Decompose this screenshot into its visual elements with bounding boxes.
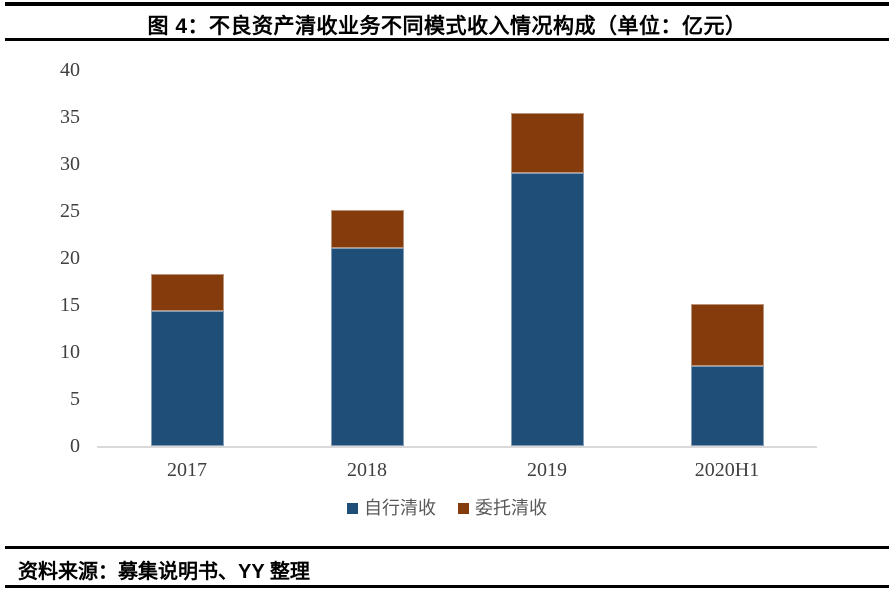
legend-label: 自行清收 bbox=[364, 498, 436, 518]
y-tick-label: 10 bbox=[60, 341, 80, 363]
chart-legend: 自行清收 委托清收 bbox=[0, 499, 894, 517]
x-tick-label: 2019 bbox=[527, 459, 567, 481]
bar-segment-委托清收 bbox=[510, 113, 584, 174]
y-tick-label: 25 bbox=[60, 200, 80, 222]
bar-segment-自行清收 bbox=[510, 173, 584, 446]
bar-segment-委托清收 bbox=[690, 304, 764, 367]
y-tick-label: 15 bbox=[60, 294, 80, 316]
legend-item-委托清收: 委托清收 bbox=[458, 499, 547, 517]
legend-label: 委托清收 bbox=[475, 498, 547, 518]
y-tick-label: 5 bbox=[70, 388, 80, 410]
bar-stack-2018 bbox=[330, 0, 404, 446]
x-tick-label: 2017 bbox=[167, 459, 207, 481]
bar-segment-自行清收 bbox=[690, 366, 764, 446]
y-tick-label: 35 bbox=[60, 106, 80, 128]
y-tick-label: 30 bbox=[60, 153, 80, 175]
bar-segment-自行清收 bbox=[150, 310, 224, 446]
y-tick-label: 0 bbox=[70, 435, 80, 457]
bar-segment-委托清收 bbox=[330, 210, 404, 248]
x-axis-line bbox=[97, 446, 817, 448]
legend-swatch-icon bbox=[347, 502, 358, 514]
x-tick-label: 2020H1 bbox=[694, 459, 760, 481]
source-top-rule bbox=[5, 546, 889, 549]
y-tick-label: 40 bbox=[60, 59, 80, 81]
source-note: 资料来源：募集说明书、YY 整理 bbox=[18, 561, 310, 583]
bar-stack-2017 bbox=[150, 0, 224, 446]
y-tick-label: 20 bbox=[60, 247, 80, 269]
figure-title: 图 4：不良资产清收业务不同模式收入情况构成（单位：亿元） bbox=[147, 15, 747, 38]
x-tick-label: 2018 bbox=[347, 459, 387, 481]
bar-segment-自行清收 bbox=[330, 247, 404, 446]
legend-swatch-icon bbox=[458, 502, 469, 514]
title-underline-rule bbox=[5, 38, 889, 41]
bar-stack-2020H1 bbox=[690, 0, 764, 446]
bottom-rule bbox=[5, 585, 889, 588]
top-rule bbox=[5, 2, 889, 6]
bar-segment-委托清收 bbox=[150, 273, 224, 311]
bar-stack-2019 bbox=[510, 0, 584, 446]
legend-item-自行清收: 自行清收 bbox=[347, 499, 436, 517]
